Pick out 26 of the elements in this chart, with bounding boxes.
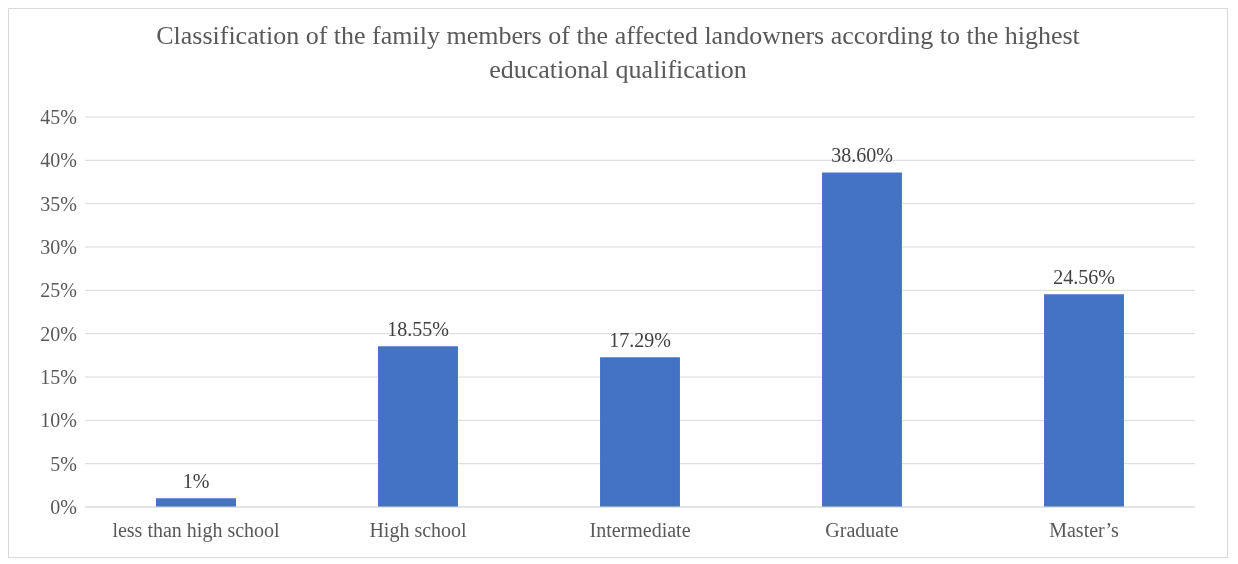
- y-tick-label: 30%: [40, 236, 77, 259]
- x-tick-label: Graduate: [825, 519, 899, 542]
- y-tick-label: 20%: [40, 322, 77, 345]
- x-tick-label: High school: [369, 519, 468, 543]
- bar: [822, 172, 902, 507]
- data-label: 18.55%: [387, 318, 449, 341]
- y-tick-label: 0%: [50, 496, 77, 519]
- bar: [156, 498, 236, 507]
- bar: [600, 357, 680, 507]
- data-label: 1%: [182, 470, 210, 493]
- data-label: 17.29%: [609, 329, 671, 352]
- bar: [1044, 294, 1124, 507]
- y-tick-label: 40%: [40, 149, 77, 172]
- y-tick-label: 5%: [50, 452, 77, 475]
- data-label: 24.56%: [1053, 266, 1115, 289]
- y-tick-label: 35%: [40, 192, 77, 215]
- bar: [378, 346, 458, 507]
- y-tick-label: 45%: [40, 106, 77, 129]
- x-tick-label: less than high school: [112, 519, 281, 543]
- y-tick-label: 10%: [40, 409, 77, 432]
- y-tick-label: 15%: [40, 366, 77, 389]
- y-tick-label: 25%: [40, 279, 77, 302]
- x-tick-label: Master’s: [1049, 519, 1120, 542]
- chart-title: Classification of the family members of the affected landowners according to the highest educational qualification: [155, 20, 1081, 86]
- x-tick-label: Intermediate: [589, 519, 691, 542]
- data-label: 38.60%: [831, 144, 893, 167]
